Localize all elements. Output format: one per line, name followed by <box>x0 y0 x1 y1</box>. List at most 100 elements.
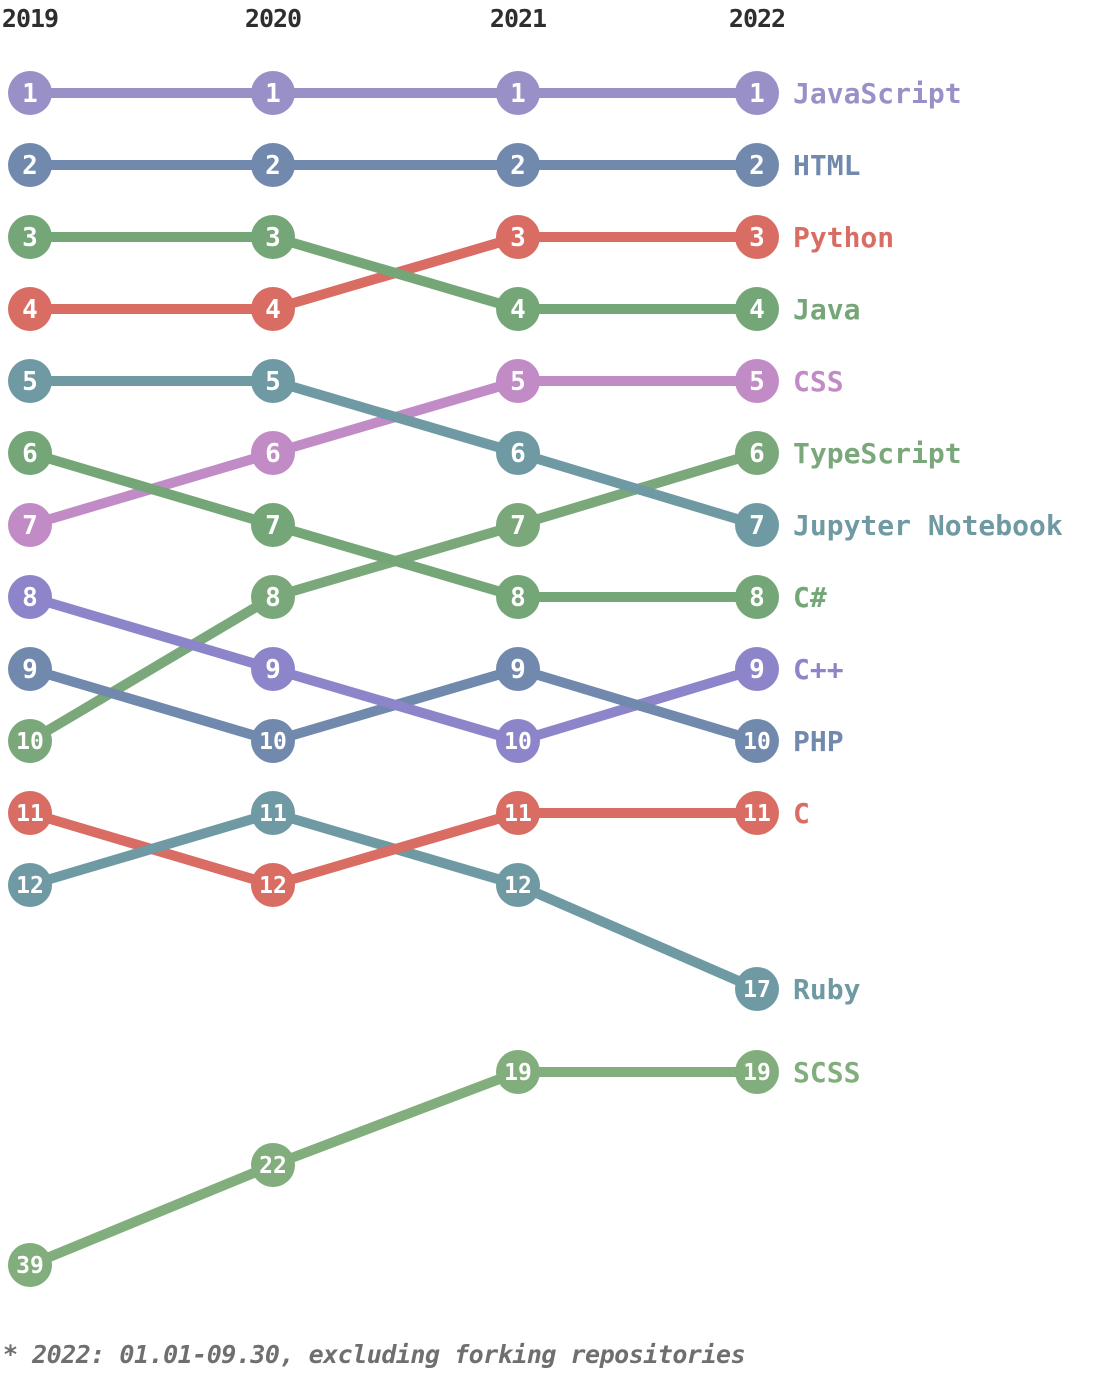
series-label-css: CSS <box>793 365 844 398</box>
rank-node-label: 8 <box>510 583 526 613</box>
series-label-html: HTML <box>793 149 860 182</box>
rank-node-label: 4 <box>510 295 526 325</box>
series-line-segment-cplusplus <box>28 592 275 674</box>
series-label-jupyter-notebook: Jupyter Notebook <box>793 509 1063 542</box>
series-line-segment-c <box>271 808 520 890</box>
rank-node-c <box>8 791 52 835</box>
rank-node-label: 5 <box>265 367 281 397</box>
rank-node-label: 7 <box>749 511 765 541</box>
rank-node-html <box>8 143 52 187</box>
rank-node-label: 6 <box>22 439 38 469</box>
rank-node-typescript <box>735 431 779 475</box>
rank-node-typescript <box>496 503 540 547</box>
rank-node-php <box>8 647 52 691</box>
rank-node-label: 9 <box>22 655 38 685</box>
rank-node-label: 4 <box>749 295 765 325</box>
series-line-segment-typescript <box>27 592 276 746</box>
rank-node-csharp <box>735 575 779 619</box>
rank-node-html <box>735 143 779 187</box>
rank-node-python <box>8 287 52 331</box>
rank-node-label: 2 <box>22 151 38 181</box>
rank-node-label: 4 <box>265 295 281 325</box>
rank-node-label: 2 <box>265 151 281 181</box>
series-line-segment-php <box>516 664 759 746</box>
rank-node-java <box>8 215 52 259</box>
rank-node-label: 7 <box>510 511 526 541</box>
series-line-segment-csharp <box>28 448 275 530</box>
series-label-ruby: Ruby <box>793 973 861 1006</box>
series-label-python: Python <box>793 221 894 254</box>
rank-node-label: 19 <box>743 1060 771 1086</box>
rank-node-label: 11 <box>259 801 287 827</box>
rank-node-label: 1 <box>510 79 526 109</box>
rank-node-html <box>251 143 295 187</box>
rank-node-cplusplus <box>735 647 779 691</box>
rank-node-jupyter-notebook <box>735 503 779 547</box>
rank-node-label: 2 <box>749 151 765 181</box>
year-label-2022: 2022 <box>728 4 786 33</box>
rank-node-css <box>496 359 540 403</box>
rank-node-scss <box>735 1050 779 1094</box>
rank-node-ruby <box>8 863 52 907</box>
rank-node-css <box>251 431 295 475</box>
rank-node-typescript <box>8 719 52 763</box>
rank-node-label: 3 <box>22 223 38 253</box>
rank-node-label: 4 <box>22 295 38 325</box>
series-line-segment-php <box>28 664 275 746</box>
rank-node-label: 39 <box>16 1253 44 1279</box>
series-line-segment-scss <box>271 1067 520 1170</box>
rank-node-label: 6 <box>749 439 765 469</box>
rank-node-javascript <box>251 71 295 115</box>
rank-node-label: 7 <box>22 511 38 541</box>
series-label-csharp: C# <box>793 581 827 614</box>
series-label-typescript: TypeScript <box>793 437 962 470</box>
series-line-segment-java <box>271 232 520 314</box>
rank-node-php <box>251 719 295 763</box>
rank-node-javascript <box>735 71 779 115</box>
rank-node-php <box>496 647 540 691</box>
rank-node-label: 12 <box>504 873 532 899</box>
rank-node-java <box>735 287 779 331</box>
rank-node-python <box>496 215 540 259</box>
rank-node-label: 1 <box>265 79 281 109</box>
series-label-c: C <box>793 797 810 830</box>
rank-node-label: 11 <box>743 801 771 827</box>
rank-node-label: 9 <box>749 655 765 685</box>
rank-node-label: 10 <box>504 729 532 755</box>
rank-node-typescript <box>251 575 295 619</box>
rank-node-jupyter-notebook <box>8 359 52 403</box>
rank-node-label: 3 <box>510 223 526 253</box>
rank-node-ruby <box>735 967 779 1011</box>
rank-node-label: 2 <box>510 151 526 181</box>
series-line-segment-csharp <box>271 520 520 602</box>
rank-node-label: 11 <box>16 801 44 827</box>
year-label-2020: 2020 <box>244 4 302 33</box>
series-label-php: PHP <box>793 725 844 758</box>
series-label-scss: SCSS <box>793 1056 860 1089</box>
rank-node-javascript <box>496 71 540 115</box>
rank-node-label: 6 <box>265 439 281 469</box>
rank-node-jupyter-notebook <box>496 431 540 475</box>
rank-node-csharp <box>8 431 52 475</box>
series-label-javascript: JavaScript <box>793 77 962 110</box>
series-label-java: Java <box>793 293 860 326</box>
rank-node-label: 8 <box>265 583 281 613</box>
rank-node-html <box>496 143 540 187</box>
series-line-segment-ruby <box>516 880 759 994</box>
rank-node-scss <box>251 1143 295 1187</box>
rank-node-cplusplus <box>251 647 295 691</box>
rank-node-css <box>735 359 779 403</box>
rank-node-csharp <box>251 503 295 547</box>
rank-node-label: 9 <box>265 655 281 685</box>
rank-node-javascript <box>8 71 52 115</box>
rank-node-cplusplus <box>8 575 52 619</box>
rank-node-label: 5 <box>510 367 526 397</box>
series-line-segment-jupyter-notebook <box>516 448 759 530</box>
rank-node-label: 10 <box>259 729 287 755</box>
rank-node-c <box>251 863 295 907</box>
rank-node-label: 11 <box>504 801 532 827</box>
rank-node-label: 3 <box>749 223 765 253</box>
rank-node-ruby <box>251 791 295 835</box>
rank-node-jupyter-notebook <box>251 359 295 403</box>
